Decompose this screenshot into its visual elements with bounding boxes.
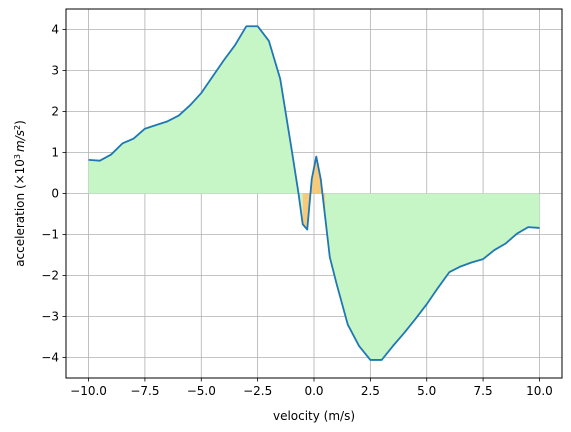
x-tick-label: −10.0 <box>70 384 107 398</box>
y-axis-label-unit: m/s <box>13 130 27 152</box>
y-tick-label: 1 <box>51 146 59 160</box>
x-tick-label: −7.5 <box>130 384 159 398</box>
y-tick-label: −1 <box>41 228 59 242</box>
y-axis-label-close: ) <box>13 120 27 125</box>
y-axis-label: acceleration (×103 m/s2) <box>13 120 28 267</box>
x-tick-label: 5.0 <box>417 384 436 398</box>
y-ticks: −4 −3 −2 −1 0 1 2 3 4 <box>41 23 66 365</box>
x-ticks: −10.0 −7.5 −5.0 −2.5 0.0 2.5 5.0 7.5 10.0 <box>70 378 553 398</box>
series-line <box>88 25 540 361</box>
fill-region-left <box>88 26 303 225</box>
x-tick-label: 2.5 <box>361 384 380 398</box>
x-tick-label: −5.0 <box>187 384 216 398</box>
y-tick-label: 2 <box>51 105 59 119</box>
fill-region-right <box>325 193 540 360</box>
y-tick-label: 0 <box>51 187 59 201</box>
y-tick-label: −3 <box>41 310 59 324</box>
y-tick-label: −2 <box>41 269 59 283</box>
x-tick-label: 0.0 <box>304 384 323 398</box>
y-tick-label: −4 <box>41 351 59 365</box>
x-tick-label: 7.5 <box>474 384 493 398</box>
y-tick-label: 3 <box>51 64 59 78</box>
x-axis-label: velocity (m/s) <box>273 409 355 423</box>
y-axis-label-exponent: 3 <box>13 154 22 159</box>
y-axis-label-main: acceleration (×10 <box>13 159 27 267</box>
y-tick-label: 4 <box>51 23 59 37</box>
line-layer <box>88 25 540 361</box>
x-tick-label: −2.5 <box>243 384 272 398</box>
x-tick-label: 10.0 <box>526 384 553 398</box>
y-axis-label-unit-exponent: 2 <box>13 125 22 130</box>
